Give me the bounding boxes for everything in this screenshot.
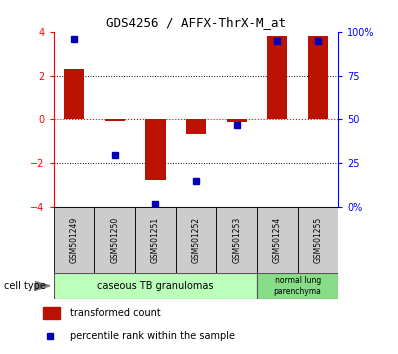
Bar bbox=[257, 273, 338, 299]
Text: GSM501249: GSM501249 bbox=[70, 217, 78, 263]
Bar bbox=[105, 120, 125, 121]
Bar bbox=[226, 120, 247, 122]
Text: normal lung
parenchyma: normal lung parenchyma bbox=[274, 276, 322, 296]
Text: transformed count: transformed count bbox=[70, 308, 161, 318]
Bar bbox=[267, 36, 287, 120]
Text: cell type: cell type bbox=[4, 281, 46, 291]
Bar bbox=[176, 207, 217, 273]
Text: GSM501251: GSM501251 bbox=[151, 217, 160, 263]
Bar bbox=[298, 207, 338, 273]
Bar bbox=[54, 207, 94, 273]
Title: GDS4256 / AFFX-ThrX-M_at: GDS4256 / AFFX-ThrX-M_at bbox=[106, 16, 286, 29]
Bar bbox=[43, 307, 60, 319]
Bar bbox=[135, 207, 176, 273]
Text: caseous TB granulomas: caseous TB granulomas bbox=[97, 281, 214, 291]
Bar bbox=[54, 273, 257, 299]
Text: percentile rank within the sample: percentile rank within the sample bbox=[70, 331, 235, 341]
Bar bbox=[308, 36, 328, 120]
Bar bbox=[64, 69, 84, 120]
Text: GSM501253: GSM501253 bbox=[232, 217, 241, 263]
Text: GSM501250: GSM501250 bbox=[110, 217, 119, 263]
Bar bbox=[186, 120, 206, 134]
Text: GSM501254: GSM501254 bbox=[273, 217, 282, 263]
Bar bbox=[145, 120, 166, 180]
Text: GSM501255: GSM501255 bbox=[314, 217, 322, 263]
Bar bbox=[217, 207, 257, 273]
Bar bbox=[257, 207, 298, 273]
Polygon shape bbox=[35, 281, 50, 290]
Text: GSM501252: GSM501252 bbox=[191, 217, 201, 263]
Bar bbox=[94, 207, 135, 273]
